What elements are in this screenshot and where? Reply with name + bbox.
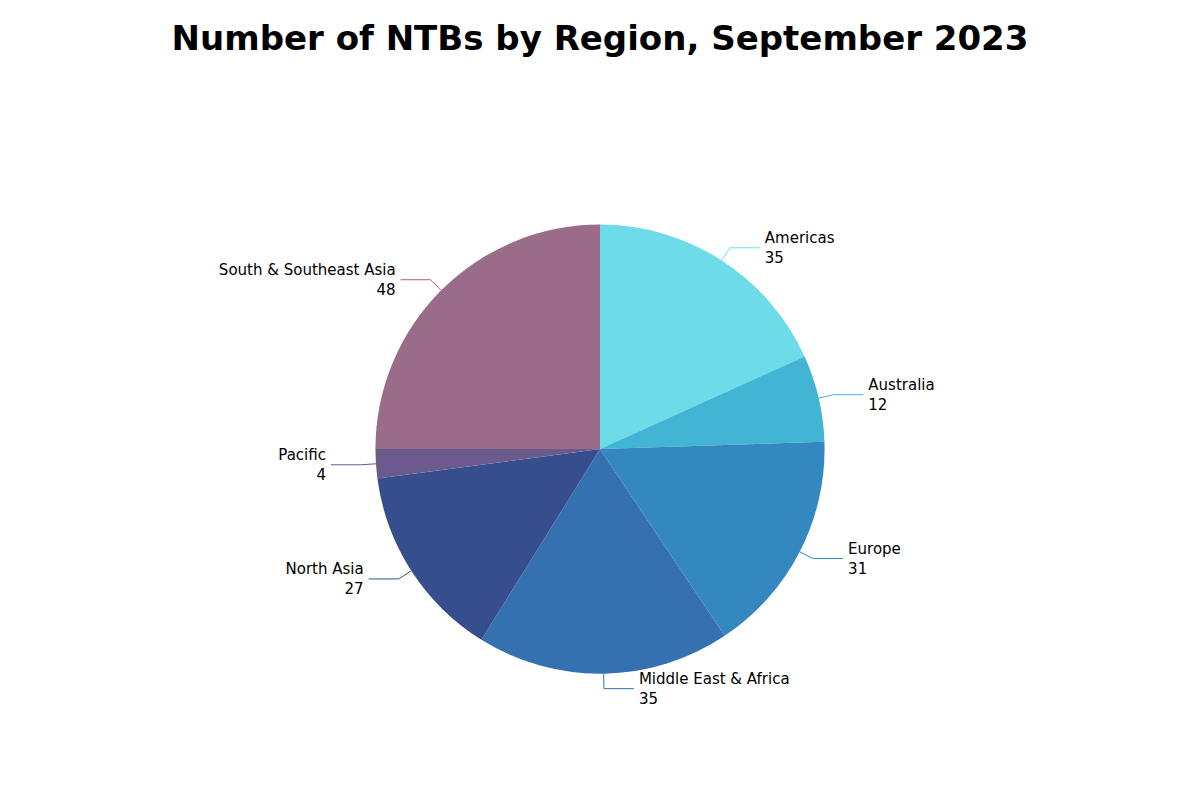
svg-text:Pacific: Pacific: [278, 446, 326, 464]
svg-text:Middle East & Africa: Middle East & Africa: [639, 670, 790, 688]
svg-text:27: 27: [345, 580, 364, 598]
svg-text:South & Southeast Asia: South & Southeast Asia: [219, 261, 396, 279]
svg-text:48: 48: [377, 281, 396, 299]
svg-text:12: 12: [868, 396, 887, 414]
svg-text:4: 4: [316, 466, 326, 484]
svg-text:35: 35: [765, 249, 784, 267]
svg-text:31: 31: [848, 560, 867, 578]
svg-text:Americas: Americas: [765, 229, 835, 247]
svg-text:Number of NTBs by Region, Sept: Number of NTBs by Region, September 2023: [172, 18, 1029, 58]
svg-text:North Asia: North Asia: [285, 560, 363, 578]
svg-text:35: 35: [639, 690, 658, 708]
svg-text:Europe: Europe: [848, 540, 901, 558]
svg-text:Australia: Australia: [868, 376, 934, 394]
